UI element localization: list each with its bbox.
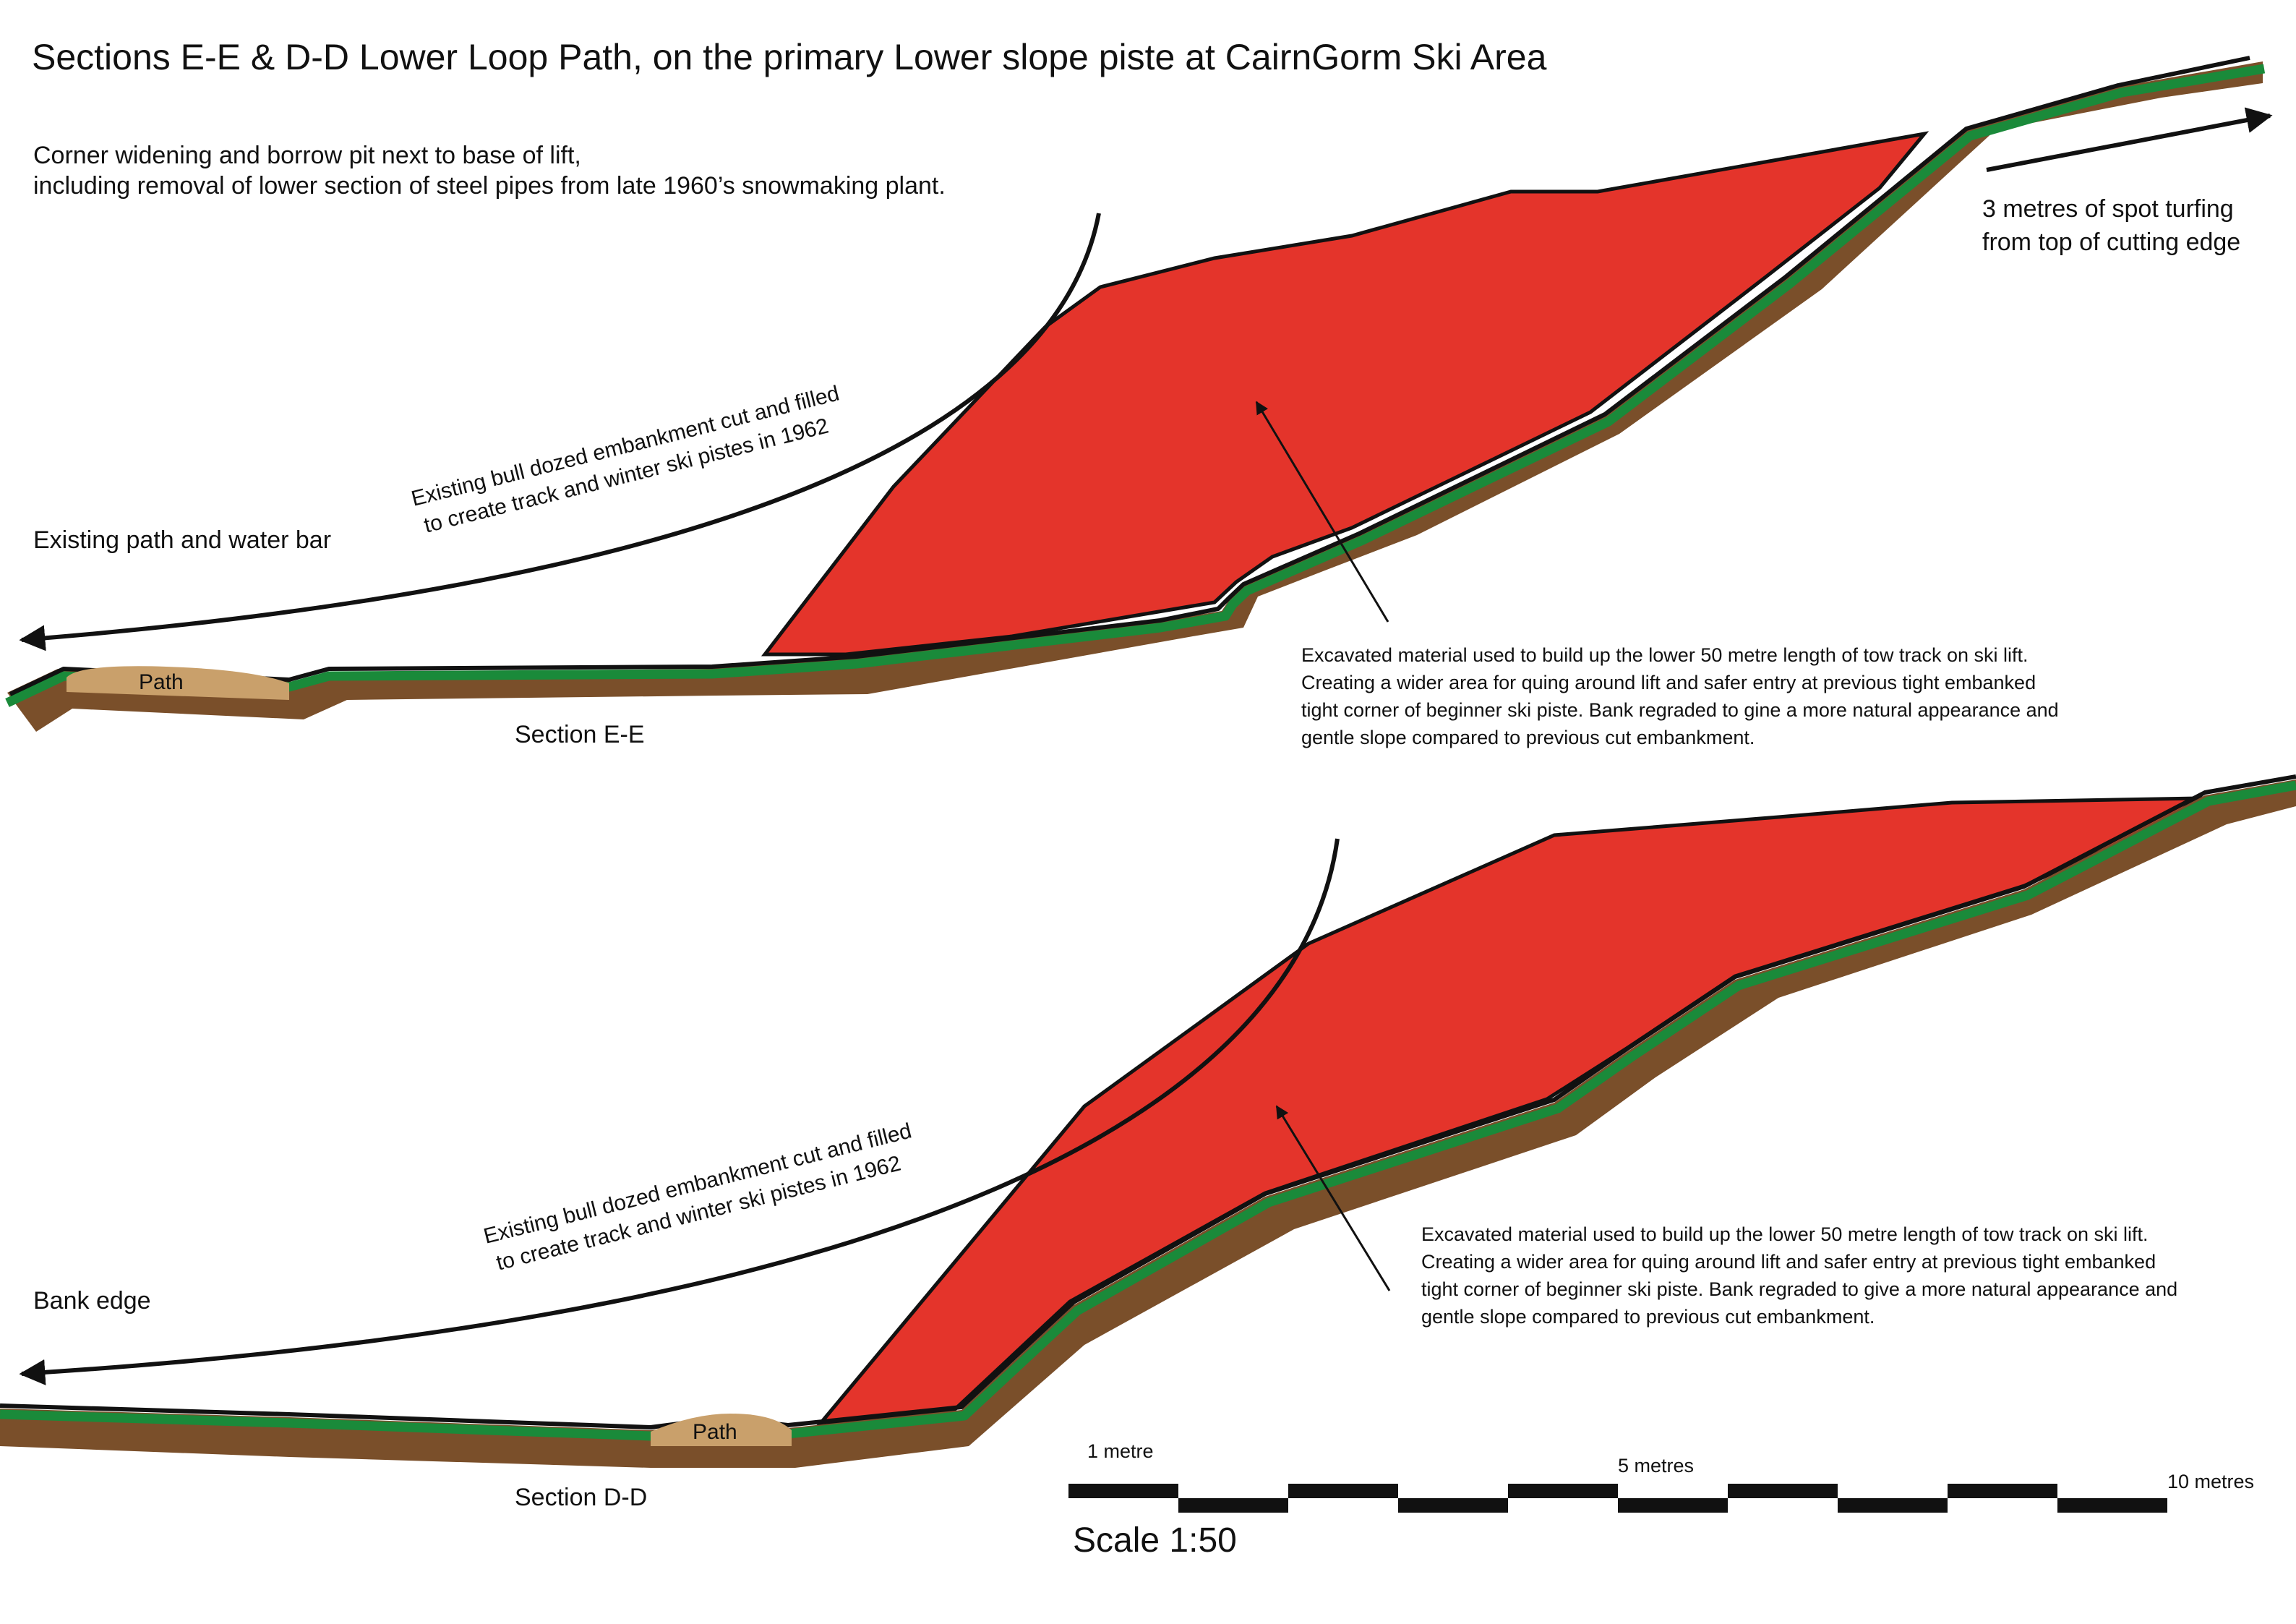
section-dd: Path Bank edge Existing bull dozed emban… [0, 774, 2296, 1511]
ee-excavated-note-line-3: tight corner of beginner ski piste. Bank… [1301, 699, 2059, 721]
scale-segments [1068, 1484, 2167, 1513]
ee-path-label: Path [139, 670, 184, 694]
dd-excavated-note-line-1: Excavated material used to build up the … [1421, 1223, 2149, 1245]
ee-excavated-note-line-2: Creating a wider area for quing around l… [1301, 672, 2036, 693]
intro-line-2: including removal of lower section of st… [33, 172, 946, 200]
dd-cut-area [814, 796, 2203, 1429]
dd-excavated-note-line-2: Creating a wider area for quing around l… [1421, 1251, 2156, 1273]
scale-segment [1068, 1484, 1178, 1498]
ee-cut-area [761, 131, 1929, 657]
dd-left-label: Bank edge [33, 1287, 151, 1315]
intro-line-1: Corner widening and borrow pit next to b… [33, 142, 581, 169]
ee-curved-note: Existing bull dozed embankment cut and f… [409, 382, 842, 538]
scale-segment [1178, 1498, 1288, 1513]
scale-bar: 1 metre 5 metres 10 metres Scale 1:50 [1068, 1440, 2254, 1560]
dd-section-caption: Section D-D [515, 1484, 647, 1511]
ee-embankment-arrow [19, 213, 1101, 651]
scale-segment [2057, 1498, 2167, 1513]
dd-pointer-arrow [1275, 1105, 1391, 1291]
scale-segment [1618, 1498, 1728, 1513]
scale-label-5m: 5 metres [1618, 1455, 1694, 1476]
scale-segment [1508, 1484, 1618, 1498]
scale-segment [1948, 1484, 2057, 1498]
ee-excavated-note-line-4: gentle slope compared to previous cut em… [1301, 727, 1755, 748]
ee-turf-layer [5, 64, 2266, 707]
ee-pointer-arrow [1255, 401, 1389, 623]
ee-turf-arrow [1986, 107, 2273, 172]
dd-embankment-arrow [19, 838, 1340, 1385]
diagram-title: Sections E-E & D-D Lower Loop Path, on t… [32, 37, 1547, 77]
ee-turf-note-line-2: from top of cutting edge [1982, 228, 2240, 256]
scale-label-10m: 10 metres [2167, 1471, 2254, 1492]
dd-path-mound [651, 1414, 792, 1446]
dd-excavated-note-line-3: tight corner of beginner ski piste. Bank… [1421, 1278, 2177, 1300]
scale-segment [1728, 1484, 1838, 1498]
dd-ground-line [0, 774, 2296, 1429]
scale-text: Scale 1:50 [1073, 1521, 1237, 1560]
dd-excavated-note-line-4: gentle slope compared to previous cut em… [1421, 1306, 1875, 1328]
dd-path-label: Path [693, 1420, 737, 1444]
scale-segment [1398, 1498, 1508, 1513]
ee-excavated-note-line-1: Excavated material used to build up the … [1301, 644, 2029, 666]
ee-section-caption: Section E-E [515, 721, 645, 748]
ee-ground-line [9, 56, 2250, 696]
ee-left-label: Existing path and water bar [33, 526, 331, 554]
ee-path-mound [67, 666, 289, 700]
scale-segment [1838, 1498, 1948, 1513]
ee-turf-note-line-1: 3 metres of spot turfing [1982, 195, 2234, 223]
scale-segment [1288, 1484, 1398, 1498]
dd-curved-note: Existing bull dozed embankment cut and f… [481, 1119, 914, 1275]
scale-label-1m: 1 metre [1087, 1440, 1154, 1462]
